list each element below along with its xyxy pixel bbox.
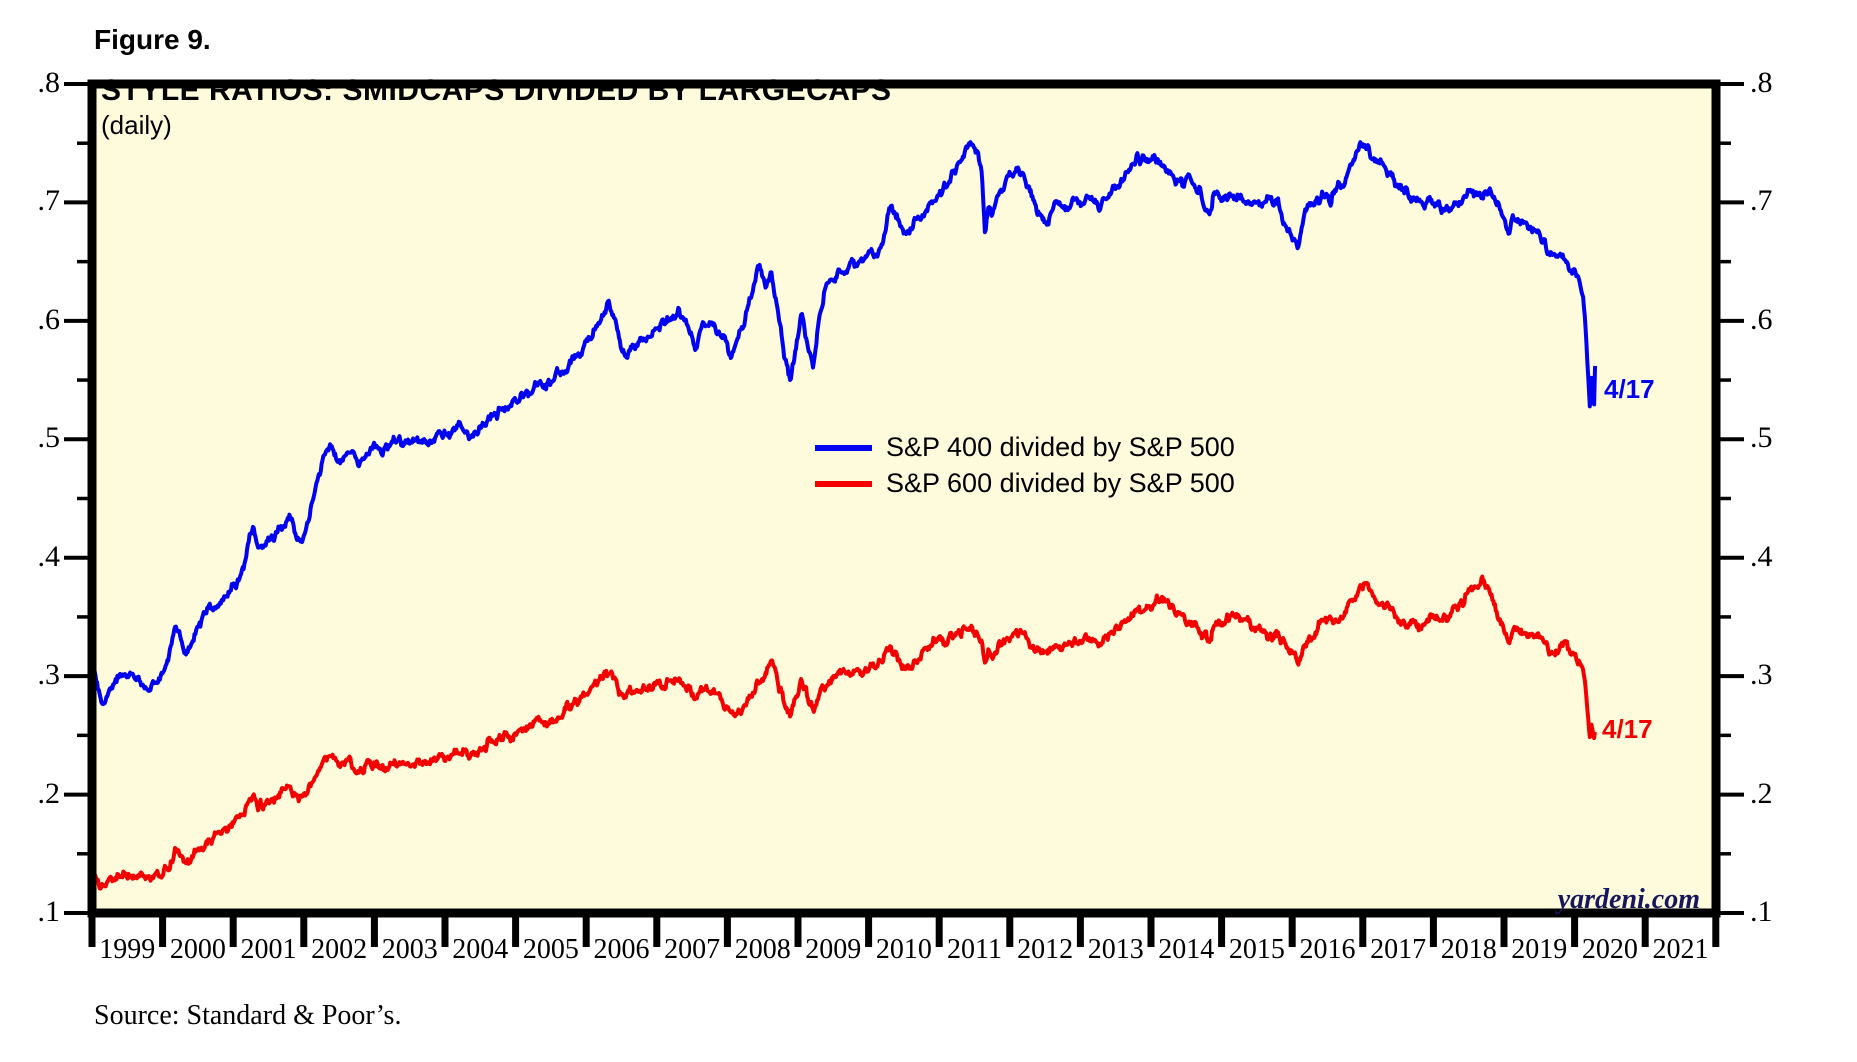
y-axis-label-right-.7: .7 bbox=[1750, 184, 1773, 218]
y-axis-label-right-.6: .6 bbox=[1750, 302, 1773, 336]
series-line-sp600 bbox=[90, 574, 1597, 891]
x-axis-label-2009: 2009 bbox=[805, 934, 862, 965]
y-axis-label-left-.2: .2 bbox=[37, 776, 61, 810]
x-axis-label-2012: 2012 bbox=[1017, 934, 1074, 965]
x-axis-label-2017: 2017 bbox=[1370, 934, 1427, 965]
x-axis-label-2018: 2018 bbox=[1440, 934, 1497, 965]
end-date-label-sp600: 4/17 bbox=[1602, 714, 1653, 744]
source-note: Source: Standard & Poor’s. bbox=[94, 1000, 402, 1031]
end-date-label-sp400: 4/17 bbox=[1604, 374, 1655, 404]
y-axis-label-left-.7: .7 bbox=[37, 184, 61, 218]
x-axis-label-2004: 2004 bbox=[452, 934, 509, 965]
y-axis-label-right-.3: .3 bbox=[1750, 658, 1773, 692]
legend-label-sp600: S&P 600 divided by S&P 500 bbox=[886, 468, 1235, 498]
series-line-sp400 bbox=[90, 140, 1598, 707]
x-axis-label-2002: 2002 bbox=[311, 934, 368, 965]
x-axis-label-2001: 2001 bbox=[240, 934, 297, 965]
legend-swatches bbox=[815, 445, 872, 487]
x-axis-label-2014: 2014 bbox=[1158, 934, 1215, 965]
x-axis-label-1999: 1999 bbox=[99, 934, 156, 965]
y-axis-label-left-.3: .3 bbox=[37, 658, 61, 692]
x-axis-label-2016: 2016 bbox=[1299, 934, 1356, 965]
figure-label: Figure 9. bbox=[94, 24, 211, 55]
x-axis-label-2019: 2019 bbox=[1511, 934, 1568, 965]
x-axis-label-2007: 2007 bbox=[664, 934, 721, 965]
x-axis-label-2010: 2010 bbox=[875, 934, 932, 965]
y-axis-label-right-.4: .4 bbox=[1750, 539, 1773, 573]
x-axis-label-2013: 2013 bbox=[1087, 934, 1144, 965]
x-axis-label-2008: 2008 bbox=[734, 934, 791, 965]
y-axis-label-right-.2: .2 bbox=[1750, 776, 1773, 810]
watermark-yardeni: yardeni.com bbox=[1557, 884, 1700, 915]
x-axis-label-2005: 2005 bbox=[522, 934, 579, 965]
y-axis-label-left-.1: .1 bbox=[37, 895, 61, 928]
y-axis-label-right-.5: .5 bbox=[1750, 421, 1773, 455]
chart-subtitle: (daily) bbox=[101, 110, 172, 140]
series-lines bbox=[90, 140, 1598, 891]
y-axis-label-left-.4: .4 bbox=[37, 539, 61, 573]
x-axis-label-2015: 2015 bbox=[1228, 934, 1285, 965]
x-axis-label-2021: 2021 bbox=[1652, 934, 1709, 965]
x-axis-label-2000: 2000 bbox=[169, 934, 226, 965]
legend-label-sp400: S&P 400 divided by S&P 500 bbox=[886, 432, 1235, 462]
x-axis-label-2011: 2011 bbox=[947, 934, 1002, 965]
axis-ticks bbox=[64, 82, 1744, 947]
y-axis-label-right-.8: .8 bbox=[1750, 66, 1773, 99]
y-axis-label-left-.5: .5 bbox=[37, 421, 61, 455]
x-axis-label-2020: 2020 bbox=[1581, 934, 1638, 965]
chart-title: STYLE RATIOS: SMIDCAPS DIVIDED BY LARGEC… bbox=[101, 74, 892, 107]
y-axis-label-left-.6: .6 bbox=[37, 302, 61, 336]
y-axis-label-left-.8: .8 bbox=[37, 66, 61, 99]
y-axis-label-right-.1: .1 bbox=[1750, 895, 1773, 928]
x-axis-label-2003: 2003 bbox=[381, 934, 438, 965]
x-axis-label-2006: 2006 bbox=[593, 934, 650, 965]
plot-background bbox=[88, 80, 1720, 917]
